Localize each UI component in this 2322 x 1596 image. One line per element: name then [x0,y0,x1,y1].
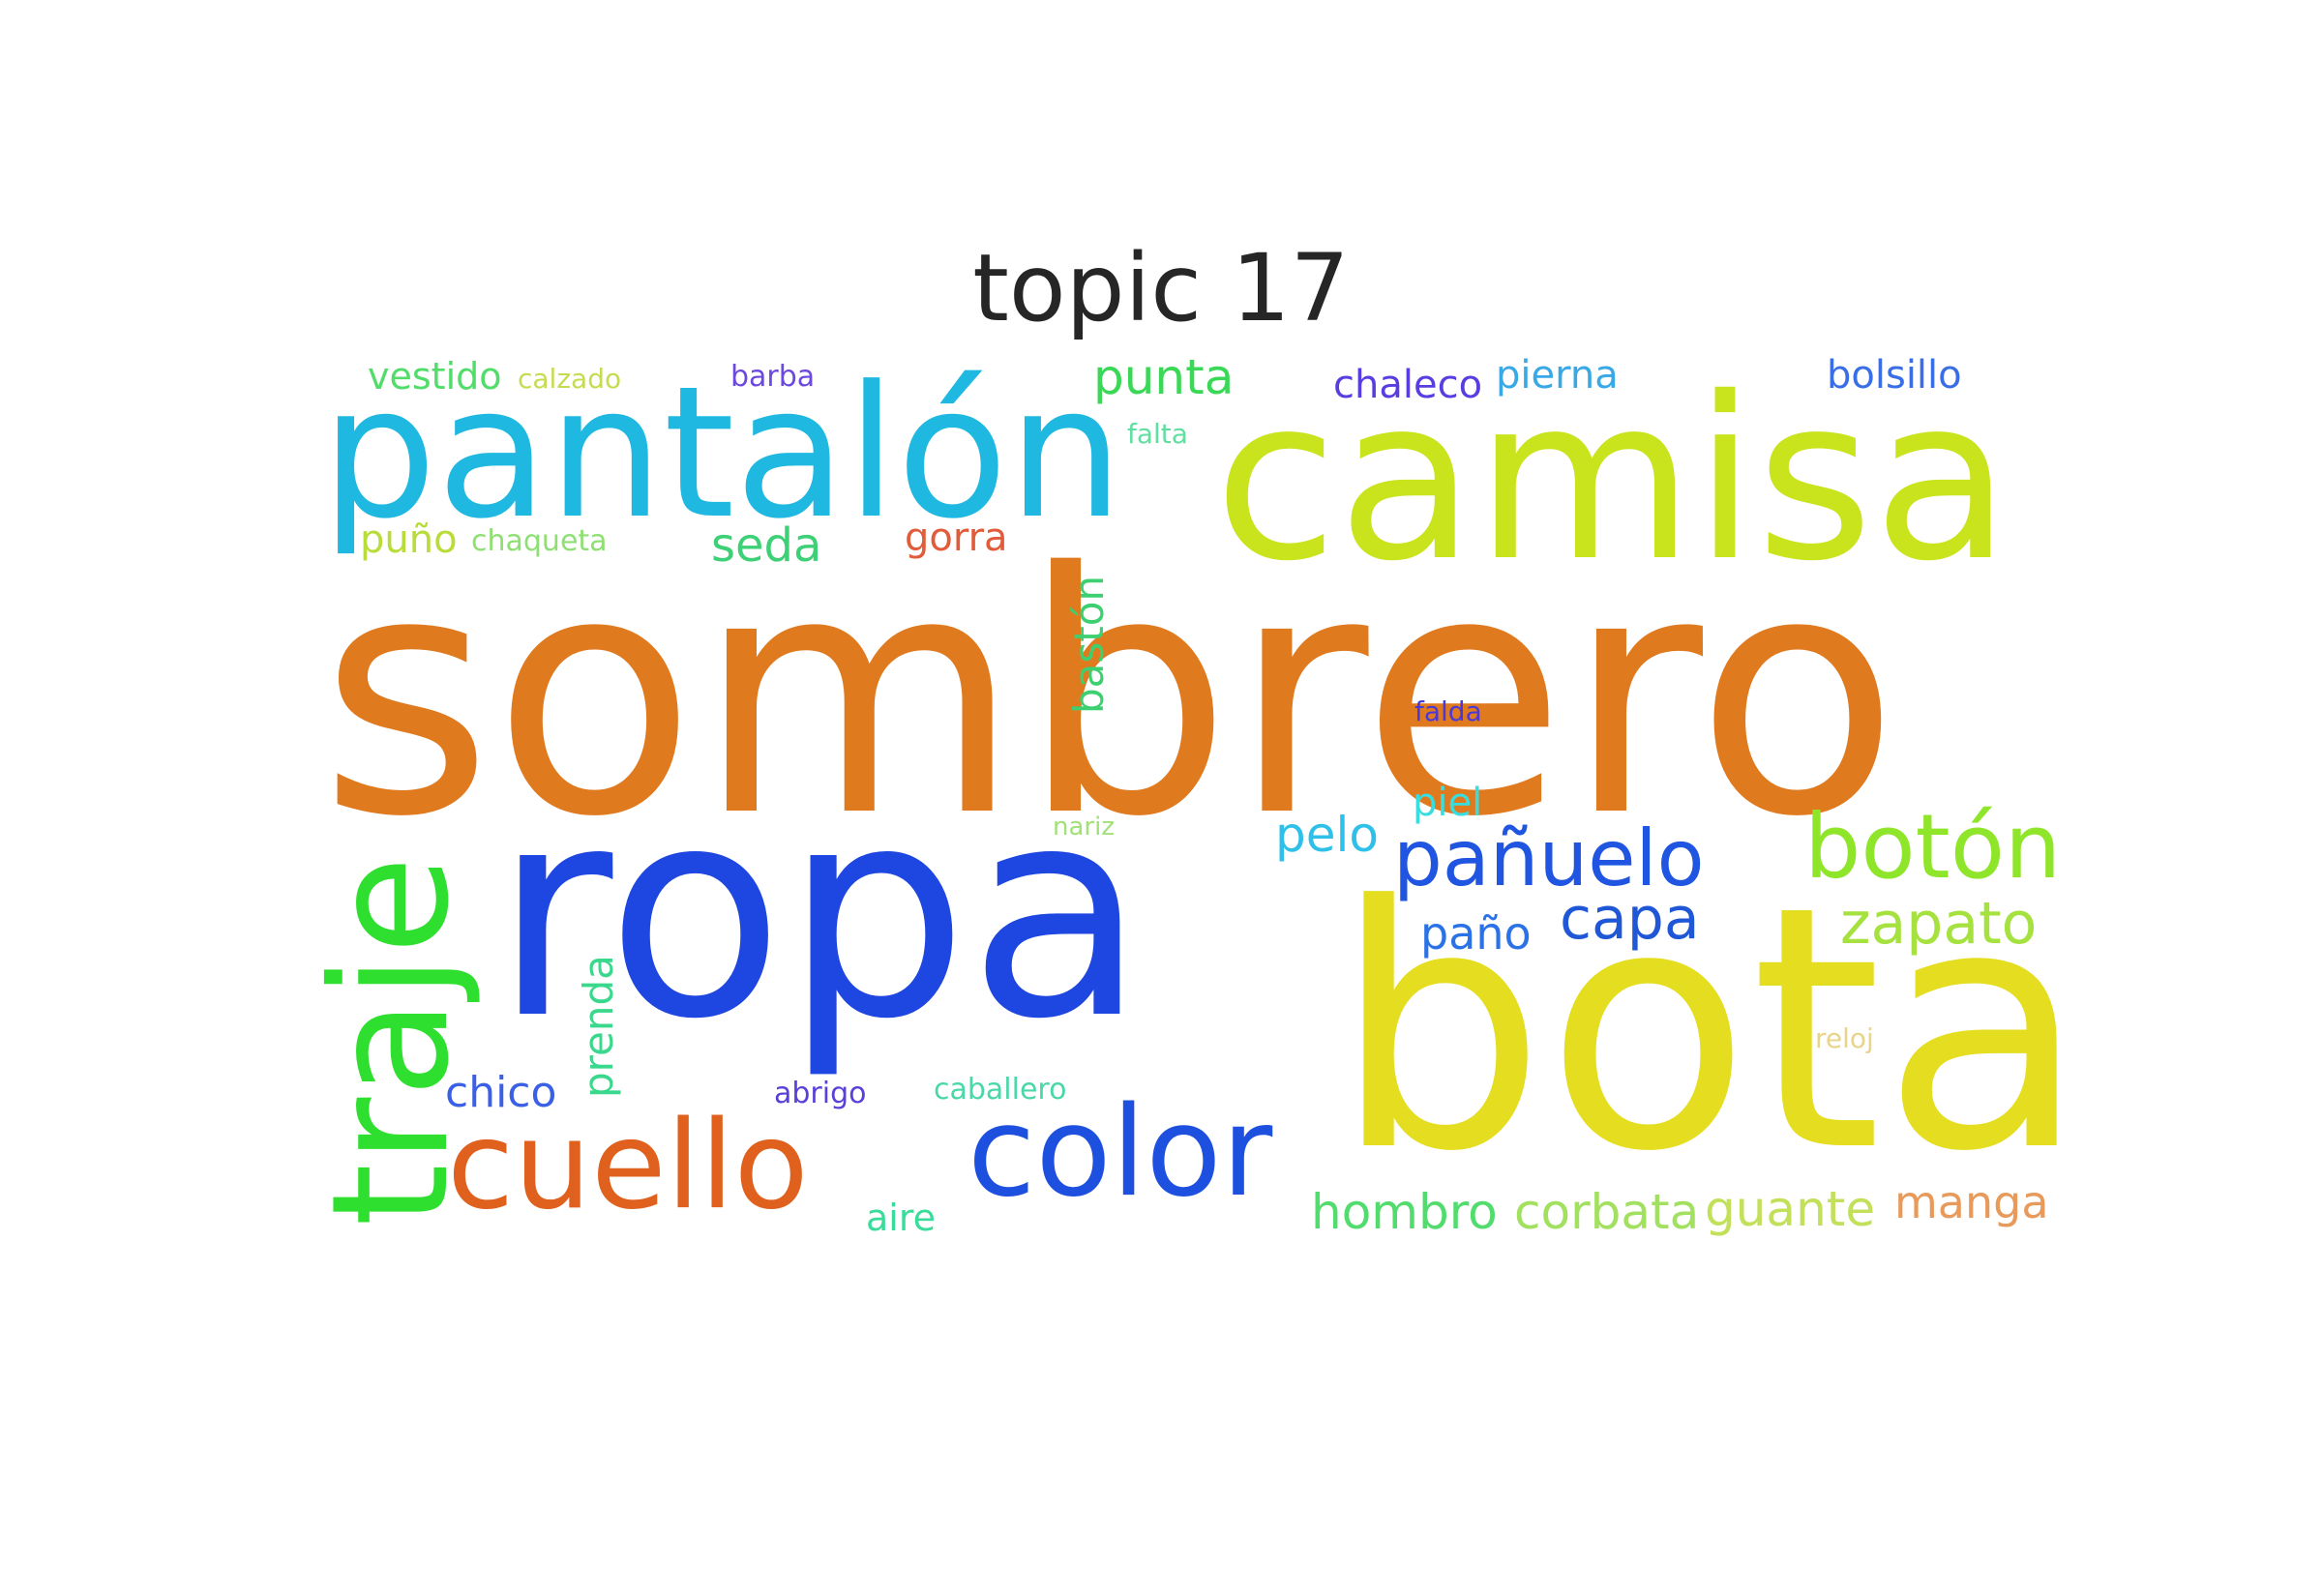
word-punta: punta [1093,349,1235,405]
word-boton: botón [1804,795,2062,899]
word-guante: guante [1705,1181,1876,1237]
word-reloj: reloj [1815,1022,1874,1054]
word-cuello: cuello [447,1094,809,1236]
word-calzado: calzado [518,363,622,395]
word-pantalon: pantalón [321,347,1124,559]
word-vestido: vestido [368,355,502,398]
word-pelo: pelo [1275,807,1379,863]
word-abrigo: abrigo [774,1077,867,1110]
word-nariz: nariz [1053,813,1115,842]
word-chaqueta: chaqueta [471,524,608,558]
word-caballero: caballero [934,1073,1067,1107]
chart-title: topic 17 [972,234,1350,342]
word-sombrero: sombrero [319,503,1899,890]
word-bolsillo: bolsillo [1827,353,1962,398]
word-falda: falda [1414,695,1482,727]
word-capa: capa [1560,885,1700,953]
word-gorra: gorra [905,516,1008,560]
word-panuelo: pañuelo [1393,813,1705,903]
word-barba: barba [730,360,816,394]
word-bota: bota [1333,835,2088,1225]
word-corbata: corbata [1514,1184,1700,1240]
word-falta: falta [1127,418,1188,450]
word-color: color [968,1080,1273,1225]
word-seda: seda [711,518,822,573]
word-piel: piel [1413,781,1483,825]
word-baston: bastón [1065,575,1113,714]
word-zapato: zapato [1840,890,2038,958]
word-puno: puño [360,517,458,562]
word-pierna: pierna [1496,353,1619,398]
word-camisa: camisa [1214,349,2011,610]
word-ropa: ropa [493,745,1146,1082]
word-pano: paño [1420,907,1532,960]
word-chaleco: chaleco [1333,363,1483,407]
word-manga: manga [1894,1176,2049,1228]
word-chico: chico [445,1068,557,1117]
word-prenda: prenda [575,955,622,1098]
word-hombro: hombro [1311,1184,1498,1240]
word-aire: aire [866,1197,937,1239]
